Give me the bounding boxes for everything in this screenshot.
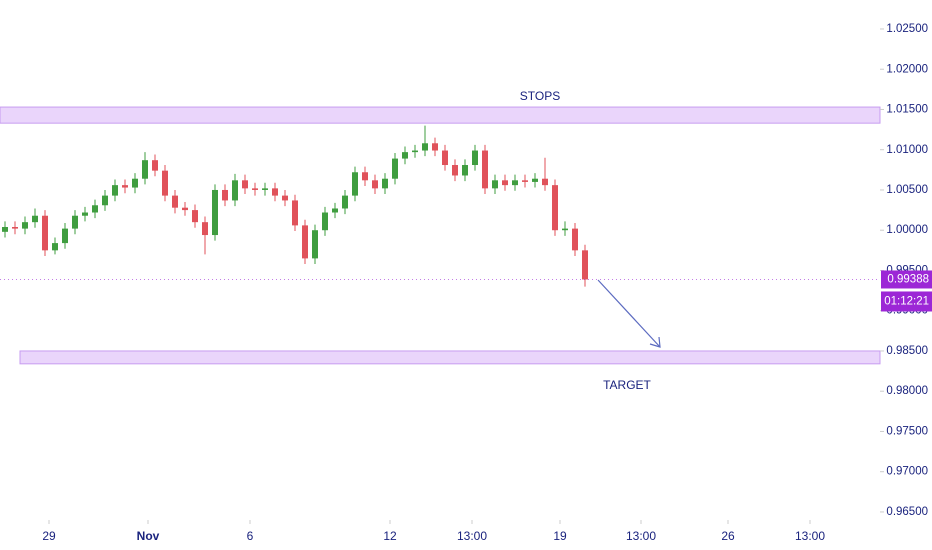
candle-body bbox=[42, 215, 48, 251]
zone bbox=[0, 106, 881, 124]
y-tick-label: 0.98500 bbox=[886, 345, 928, 357]
candle-body bbox=[82, 212, 88, 216]
candle-body bbox=[422, 143, 428, 151]
candle-body bbox=[132, 178, 138, 188]
zone-label: TARGET bbox=[603, 378, 651, 392]
countdown-box bbox=[881, 291, 932, 312]
x-tick-label: 6 bbox=[247, 529, 254, 543]
countdown: 01:12:21 bbox=[884, 296, 929, 308]
candle-body bbox=[172, 195, 178, 208]
x-tick-label: 13:00 bbox=[626, 529, 656, 543]
zone bbox=[19, 350, 881, 365]
zone-label: STOPS bbox=[520, 89, 560, 103]
candle-body bbox=[342, 195, 348, 209]
candle-body bbox=[322, 212, 328, 231]
candle-body bbox=[72, 215, 78, 229]
candle-body bbox=[272, 188, 278, 196]
candle-body bbox=[212, 189, 218, 236]
candle-body bbox=[182, 207, 188, 211]
candle-body bbox=[532, 178, 538, 182]
candle-body bbox=[392, 158, 398, 179]
x-tick-label: 12 bbox=[383, 529, 397, 543]
candle-body bbox=[112, 185, 118, 196]
candle-body bbox=[232, 180, 238, 201]
candle-body bbox=[402, 152, 408, 159]
y-tick-label: 0.96500 bbox=[886, 506, 928, 518]
overlay: 0.99388 01:12:21 bbox=[0, 270, 932, 312]
candle-body bbox=[552, 185, 558, 231]
price-label: 0.99388 bbox=[887, 274, 929, 286]
candle-body bbox=[522, 180, 528, 182]
x-tick-label: 13:00 bbox=[457, 529, 487, 543]
candle-body bbox=[252, 188, 258, 190]
candles bbox=[2, 125, 588, 287]
y-tick-label: 1.02500 bbox=[886, 23, 928, 35]
price-box bbox=[881, 270, 932, 289]
candle-body bbox=[62, 228, 68, 244]
candle-body bbox=[542, 178, 548, 186]
candle-body bbox=[222, 189, 228, 201]
candle-body bbox=[412, 150, 418, 153]
candle-body bbox=[12, 226, 18, 229]
candle-body bbox=[52, 243, 58, 251]
candle-body bbox=[462, 165, 468, 176]
y-tick-label: 1.02000 bbox=[886, 63, 928, 75]
x-tick-label: 26 bbox=[721, 529, 735, 543]
candle-body bbox=[312, 230, 318, 259]
x-tick-label: Nov bbox=[137, 529, 160, 543]
candle-body bbox=[472, 150, 478, 166]
candle-body bbox=[492, 180, 498, 189]
candle-body bbox=[262, 188, 268, 190]
candle-body bbox=[562, 228, 568, 231]
candle-body bbox=[302, 225, 308, 259]
candle-body bbox=[32, 215, 38, 223]
x-tick-label: 19 bbox=[553, 529, 567, 543]
candle-body bbox=[372, 180, 378, 189]
candle-body bbox=[382, 178, 388, 189]
candle-body bbox=[512, 180, 518, 186]
arrow-head bbox=[649, 336, 661, 348]
candle-body bbox=[152, 160, 158, 171]
x-tick-label: 13:00 bbox=[795, 529, 825, 543]
candle-body bbox=[92, 205, 98, 213]
candle-body bbox=[292, 200, 298, 226]
candle-body bbox=[452, 165, 458, 176]
candle-body bbox=[2, 226, 8, 232]
candle-body bbox=[332, 208, 338, 213]
candle-body bbox=[162, 170, 168, 196]
y-tick-label: 0.98000 bbox=[886, 385, 928, 397]
candle-body bbox=[142, 160, 148, 179]
candle-body bbox=[582, 250, 588, 280]
candle-body bbox=[362, 172, 368, 181]
y-tick-label: 1.00500 bbox=[886, 184, 928, 196]
candle-body bbox=[122, 185, 128, 188]
candle-body bbox=[102, 195, 108, 206]
candle-body bbox=[502, 180, 508, 186]
candle-body bbox=[352, 172, 358, 196]
y-tick-label: 1.01500 bbox=[886, 104, 928, 116]
forecast-arrow bbox=[597, 279, 661, 348]
y-tick-label: 0.97500 bbox=[886, 425, 928, 437]
y-tick-label: 1.01000 bbox=[886, 144, 928, 156]
candle-body bbox=[202, 222, 208, 236]
y-tick-label: 1.00000 bbox=[886, 224, 928, 236]
candle-body bbox=[482, 150, 488, 189]
axes: 0.965000.970000.975000.980000.985000.990… bbox=[42, 23, 928, 543]
candle-body bbox=[22, 222, 28, 229]
candle-body bbox=[242, 180, 248, 189]
candle-body bbox=[572, 228, 578, 251]
candle-body bbox=[442, 150, 448, 166]
candle-body bbox=[282, 195, 288, 201]
candle-body bbox=[192, 210, 198, 223]
y-tick-label: 0.97000 bbox=[886, 466, 928, 478]
arrow-shaft bbox=[597, 279, 661, 348]
x-tick-label: 29 bbox=[42, 529, 56, 543]
candle-body bbox=[432, 143, 438, 151]
zones: STOPS TARGET bbox=[0, 89, 881, 392]
